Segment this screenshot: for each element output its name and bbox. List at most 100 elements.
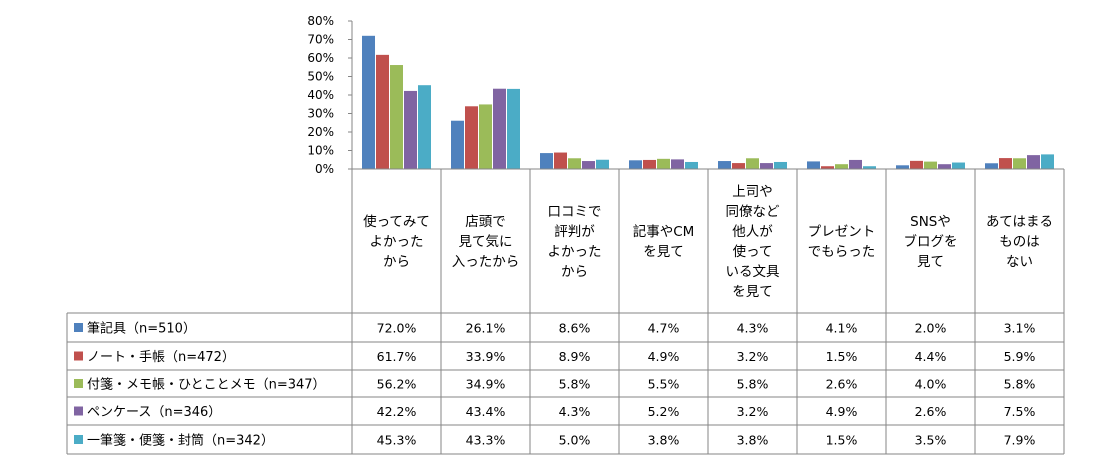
bar xyxy=(643,159,656,169)
table-cell-value: 5.5% xyxy=(648,377,680,392)
bar xyxy=(863,166,876,169)
y-tick-label: 0% xyxy=(315,162,334,176)
table-cell-value: 4.0% xyxy=(915,377,947,392)
bar xyxy=(376,54,389,170)
bar xyxy=(985,163,998,169)
table-cell-value: 4.3% xyxy=(737,321,769,336)
table-cell-value: 26.1% xyxy=(466,321,506,336)
table-cell-value: 43.4% xyxy=(466,404,506,419)
bar xyxy=(910,160,923,169)
table-cell-value: 5.9% xyxy=(1004,349,1036,364)
data-table: 使ってみてよかったから店頭で見て気に入ったから口コミで評判がよかったから記事やC… xyxy=(66,168,1065,455)
category-label: 店頭で見て気に入ったから xyxy=(452,214,520,270)
category-label: プレゼントでもらった xyxy=(808,224,876,260)
table-cell-value: 7.5% xyxy=(1004,404,1036,419)
table-cell-value: 2.6% xyxy=(915,404,947,419)
table-cell-value: 33.9% xyxy=(466,349,506,364)
bar xyxy=(404,90,417,169)
table-cell-value: 61.7% xyxy=(377,349,417,364)
y-tick-label: 60% xyxy=(307,51,334,65)
table-cell-value: 4.4% xyxy=(915,349,947,364)
table-cell-value: 45.3% xyxy=(377,433,417,448)
table-cell-value: 4.9% xyxy=(648,349,680,364)
table-cell-value: 42.2% xyxy=(377,404,417,419)
series-name: 一筆箋・便箋・封筒（n=342） xyxy=(87,433,274,449)
category-label: 上司や同僚など他人が使っている文具を見て xyxy=(726,184,780,300)
y-axis: 80% 70% 60% 50% 40% 30% 20% 10% 0% xyxy=(307,14,353,176)
table-cell-value: 56.2% xyxy=(377,377,417,392)
bar xyxy=(479,104,492,169)
legend-key xyxy=(74,435,83,444)
table-cell-value: 5.2% xyxy=(648,404,680,419)
bar xyxy=(596,159,609,169)
table-cell-value: 4.9% xyxy=(826,404,858,419)
legend-key xyxy=(74,351,83,361)
bar xyxy=(1027,155,1040,169)
category-label: 使ってみてよかったから xyxy=(363,213,430,270)
bar xyxy=(540,153,553,169)
y-tick-label: 10% xyxy=(307,144,334,158)
legend-key xyxy=(74,379,83,388)
bar xyxy=(896,165,909,169)
bar xyxy=(774,161,787,169)
table-cell-value: 3.8% xyxy=(648,433,680,448)
bar xyxy=(465,106,478,169)
bar xyxy=(568,158,581,169)
table-cell-value: 5.0% xyxy=(559,433,591,448)
bar xyxy=(671,159,684,169)
table-cell-value: 3.2% xyxy=(737,349,769,364)
bar xyxy=(952,162,965,169)
bar xyxy=(390,65,403,169)
bar xyxy=(760,163,773,169)
bar xyxy=(1013,158,1026,169)
legend-key xyxy=(74,406,83,416)
y-tick-label: 80% xyxy=(307,14,334,28)
table-cell-value: 3.8% xyxy=(737,433,769,448)
table-cell-value: 4.3% xyxy=(559,404,591,419)
category-label: あてはまるものはない xyxy=(986,214,1053,270)
bar xyxy=(657,158,670,169)
y-tick-label: 50% xyxy=(307,70,334,84)
table-cell-value: 4.7% xyxy=(648,321,680,336)
bar xyxy=(835,164,848,169)
category-label: 口コミで評判がよかったから xyxy=(548,204,602,280)
bar xyxy=(807,161,820,169)
table-cell-value: 5.8% xyxy=(1004,377,1036,392)
bar xyxy=(999,158,1012,169)
bar xyxy=(418,85,431,169)
series-name: ノート・手帳（n=472） xyxy=(87,350,235,365)
bar xyxy=(821,166,834,169)
bar xyxy=(718,161,731,169)
table-cell-value: 5.8% xyxy=(559,377,591,392)
bar xyxy=(451,120,464,169)
bar xyxy=(582,161,595,169)
y-tick-label: 30% xyxy=(307,107,334,121)
series-name: ペンケース（n=346） xyxy=(87,405,221,420)
table-cell-value: 3.2% xyxy=(737,404,769,419)
table-cell-value: 3.5% xyxy=(915,433,947,448)
table-cell-value: 7.9% xyxy=(1004,433,1036,448)
category-label: 記事やCM を見て xyxy=(633,223,695,260)
bar xyxy=(1041,154,1054,169)
table-cell-value: 2.6% xyxy=(826,377,858,392)
table-cell-value: 1.5% xyxy=(826,433,858,448)
table-cell-value: 2.0% xyxy=(915,321,947,336)
y-tick-label: 40% xyxy=(307,88,334,102)
bar xyxy=(362,35,375,169)
bar xyxy=(732,163,745,169)
table-cell-value: 72.0% xyxy=(377,321,417,336)
table-cell-value: 43.3% xyxy=(466,433,506,448)
series-name: 筆記具（n=510） xyxy=(87,321,196,337)
bar xyxy=(746,158,759,169)
table-cell-value: 3.1% xyxy=(1004,321,1036,336)
bar xyxy=(938,164,951,169)
legend-key xyxy=(74,323,83,332)
bar xyxy=(849,159,862,169)
bar xyxy=(685,161,698,169)
table-cell-value: 5.8% xyxy=(737,377,769,392)
table-cell-value: 34.9% xyxy=(466,377,506,392)
y-tick-label: 20% xyxy=(307,125,334,139)
table-cell-value: 1.5% xyxy=(826,349,858,364)
table-cell-value: 8.9% xyxy=(559,349,591,364)
